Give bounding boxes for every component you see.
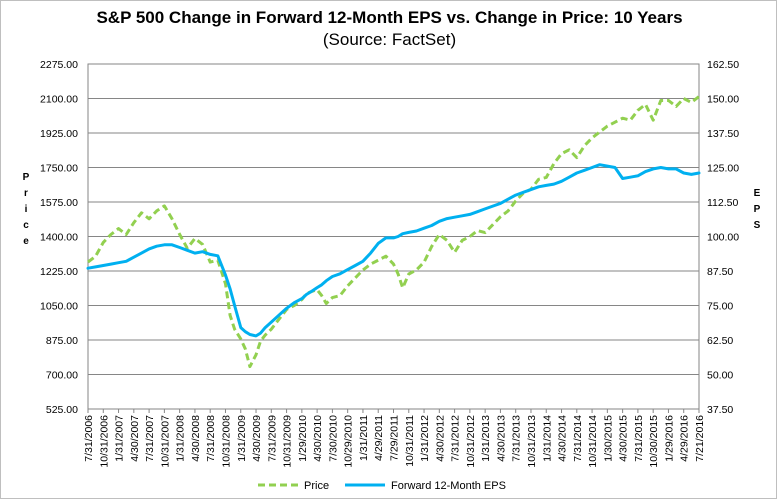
x-tick-label: 7/31/2015 [633,415,645,462]
x-tick-label: 4/30/2010 [312,415,324,462]
y-axis-label-char: e [23,236,29,247]
y-axis-label-char: r [24,188,28,199]
x-tick-label: 1/31/2007 [114,415,126,462]
x-tick-label: 1/31/2011 [358,415,370,461]
y-tick-label: 1400.00 [40,232,78,244]
y-tick-label: 525.00 [46,404,78,416]
y2-tick-label: 62.50 [707,335,733,347]
x-tick-label: 7/31/2008 [205,415,217,462]
y2-tick-label: 162.50 [707,59,739,71]
legend: Price Forward 12-Month EPS [258,480,506,492]
y2-tick-label: 100.00 [707,232,739,244]
y2-tick-label: 112.50 [707,197,738,209]
x-tick-label: 10/31/2012 [465,415,477,468]
y2-axis-label-char: E [754,188,761,199]
x-tick-label: 1/30/2015 [602,415,614,462]
x-tick-label: 4/29/2016 [679,415,691,462]
x-axis-ticks: 7/31/2006 10/31/2006 1/31/2007 4/30/2007 7/3… [83,409,706,468]
x-tick-label: 4/30/2009 [251,415,263,462]
x-tick-label: 10/31/2007 [159,415,171,468]
x-tick-label: 1/29/2016 [663,415,675,462]
y-tick-label: 1225.00 [40,266,78,278]
y-axis-label-char: i [25,204,28,215]
price-series-line [87,95,700,369]
x-tick-label: 4/30/2015 [618,415,630,462]
y-tick-label: 1575.00 [40,197,78,209]
y-tick-label: 1750.00 [40,163,78,175]
y2-tick-label: 37.50 [707,404,733,416]
x-tick-label: 10/31/2011 [404,415,416,467]
x-tick-label: 10/31/2009 [282,415,294,468]
y2-axis-label-char: P [754,204,761,215]
series-lines [86,95,701,369]
x-tick-label: 4/30/2014 [557,415,569,462]
chart-title: S&P 500 Change in Forward 12-Month EPS v… [96,8,683,27]
y2-tick-label: 75.00 [707,301,733,313]
x-tick-label: 1/31/2009 [236,415,248,462]
y-axis-label: Price [23,172,30,247]
x-tick-label: 7/30/2010 [327,415,339,462]
x-tick-label: 10/30/2015 [648,415,660,468]
x-tick-label: 7/29/2011 [389,415,401,461]
y2-tick-label: 137.50 [707,128,739,140]
y2-tick-label: 50.00 [707,370,733,382]
x-tick-label: 4/30/2012 [434,415,446,462]
y2-axis-label: EPS [754,188,761,231]
y-tick-label: 2100.00 [40,94,78,106]
x-tick-label: 10/31/2013 [526,415,538,468]
x-tick-label: 1/29/2010 [297,415,309,462]
x-tick-label: 4/29/2011 [373,415,385,461]
y-axis-ticks: 2275.00 2100.00 1925.00 1750.00 1575.00 1400.… [40,59,78,416]
x-tick-label: 10/29/2010 [343,415,355,468]
y2-tick-label: 87.50 [707,266,733,278]
x-tick-label: 10/31/2014 [587,415,599,468]
y-tick-label: 2275.00 [40,59,78,71]
x-tick-label: 4/30/2013 [495,415,507,462]
y-tick-label: 1050.00 [40,301,78,313]
y2-axis-ticks: 162.50 150.00 137.50 125.00 112.50 100.00 87.5… [707,59,739,416]
x-tick-label: 7/31/2006 [83,415,95,462]
x-tick-label: 7/21/2016 [694,415,706,462]
x-tick-label: 1/31/2012 [419,415,431,462]
x-tick-label: 4/30/2007 [129,415,141,462]
x-tick-label: 1/31/2008 [175,415,187,462]
x-tick-label: 7/31/2009 [266,415,278,462]
x-tick-label: 7/31/2012 [450,415,462,462]
legend-eps-label: Forward 12-Month EPS [391,480,506,492]
y2-tick-label: 125.00 [707,163,739,175]
y-tick-label: 700.00 [46,370,78,382]
y-tick-label: 1925.00 [40,128,78,140]
x-tick-label: 10/31/2008 [220,415,232,468]
x-tick-label: 1/31/2013 [480,415,492,462]
y2-axis-label-char: S [754,220,761,231]
x-tick-label: 1/31/2014 [541,415,553,462]
y-axis-label-char: c [23,220,29,231]
chart-subtitle: (Source: FactSet) [322,30,457,49]
eps-series-line [86,163,701,338]
x-tick-label: 7/31/2013 [511,415,523,462]
x-tick-label: 7/31/2007 [144,415,156,462]
x-tick-label: 10/31/2006 [98,415,110,468]
y-axis-label-char: P [23,172,30,183]
y-tick-label: 875.00 [46,335,78,347]
x-tick-label: 4/30/2008 [190,415,202,462]
x-tick-label: 7/31/2014 [572,415,584,462]
y2-tick-label: 150.00 [707,94,739,106]
legend-price-label: Price [304,480,329,492]
